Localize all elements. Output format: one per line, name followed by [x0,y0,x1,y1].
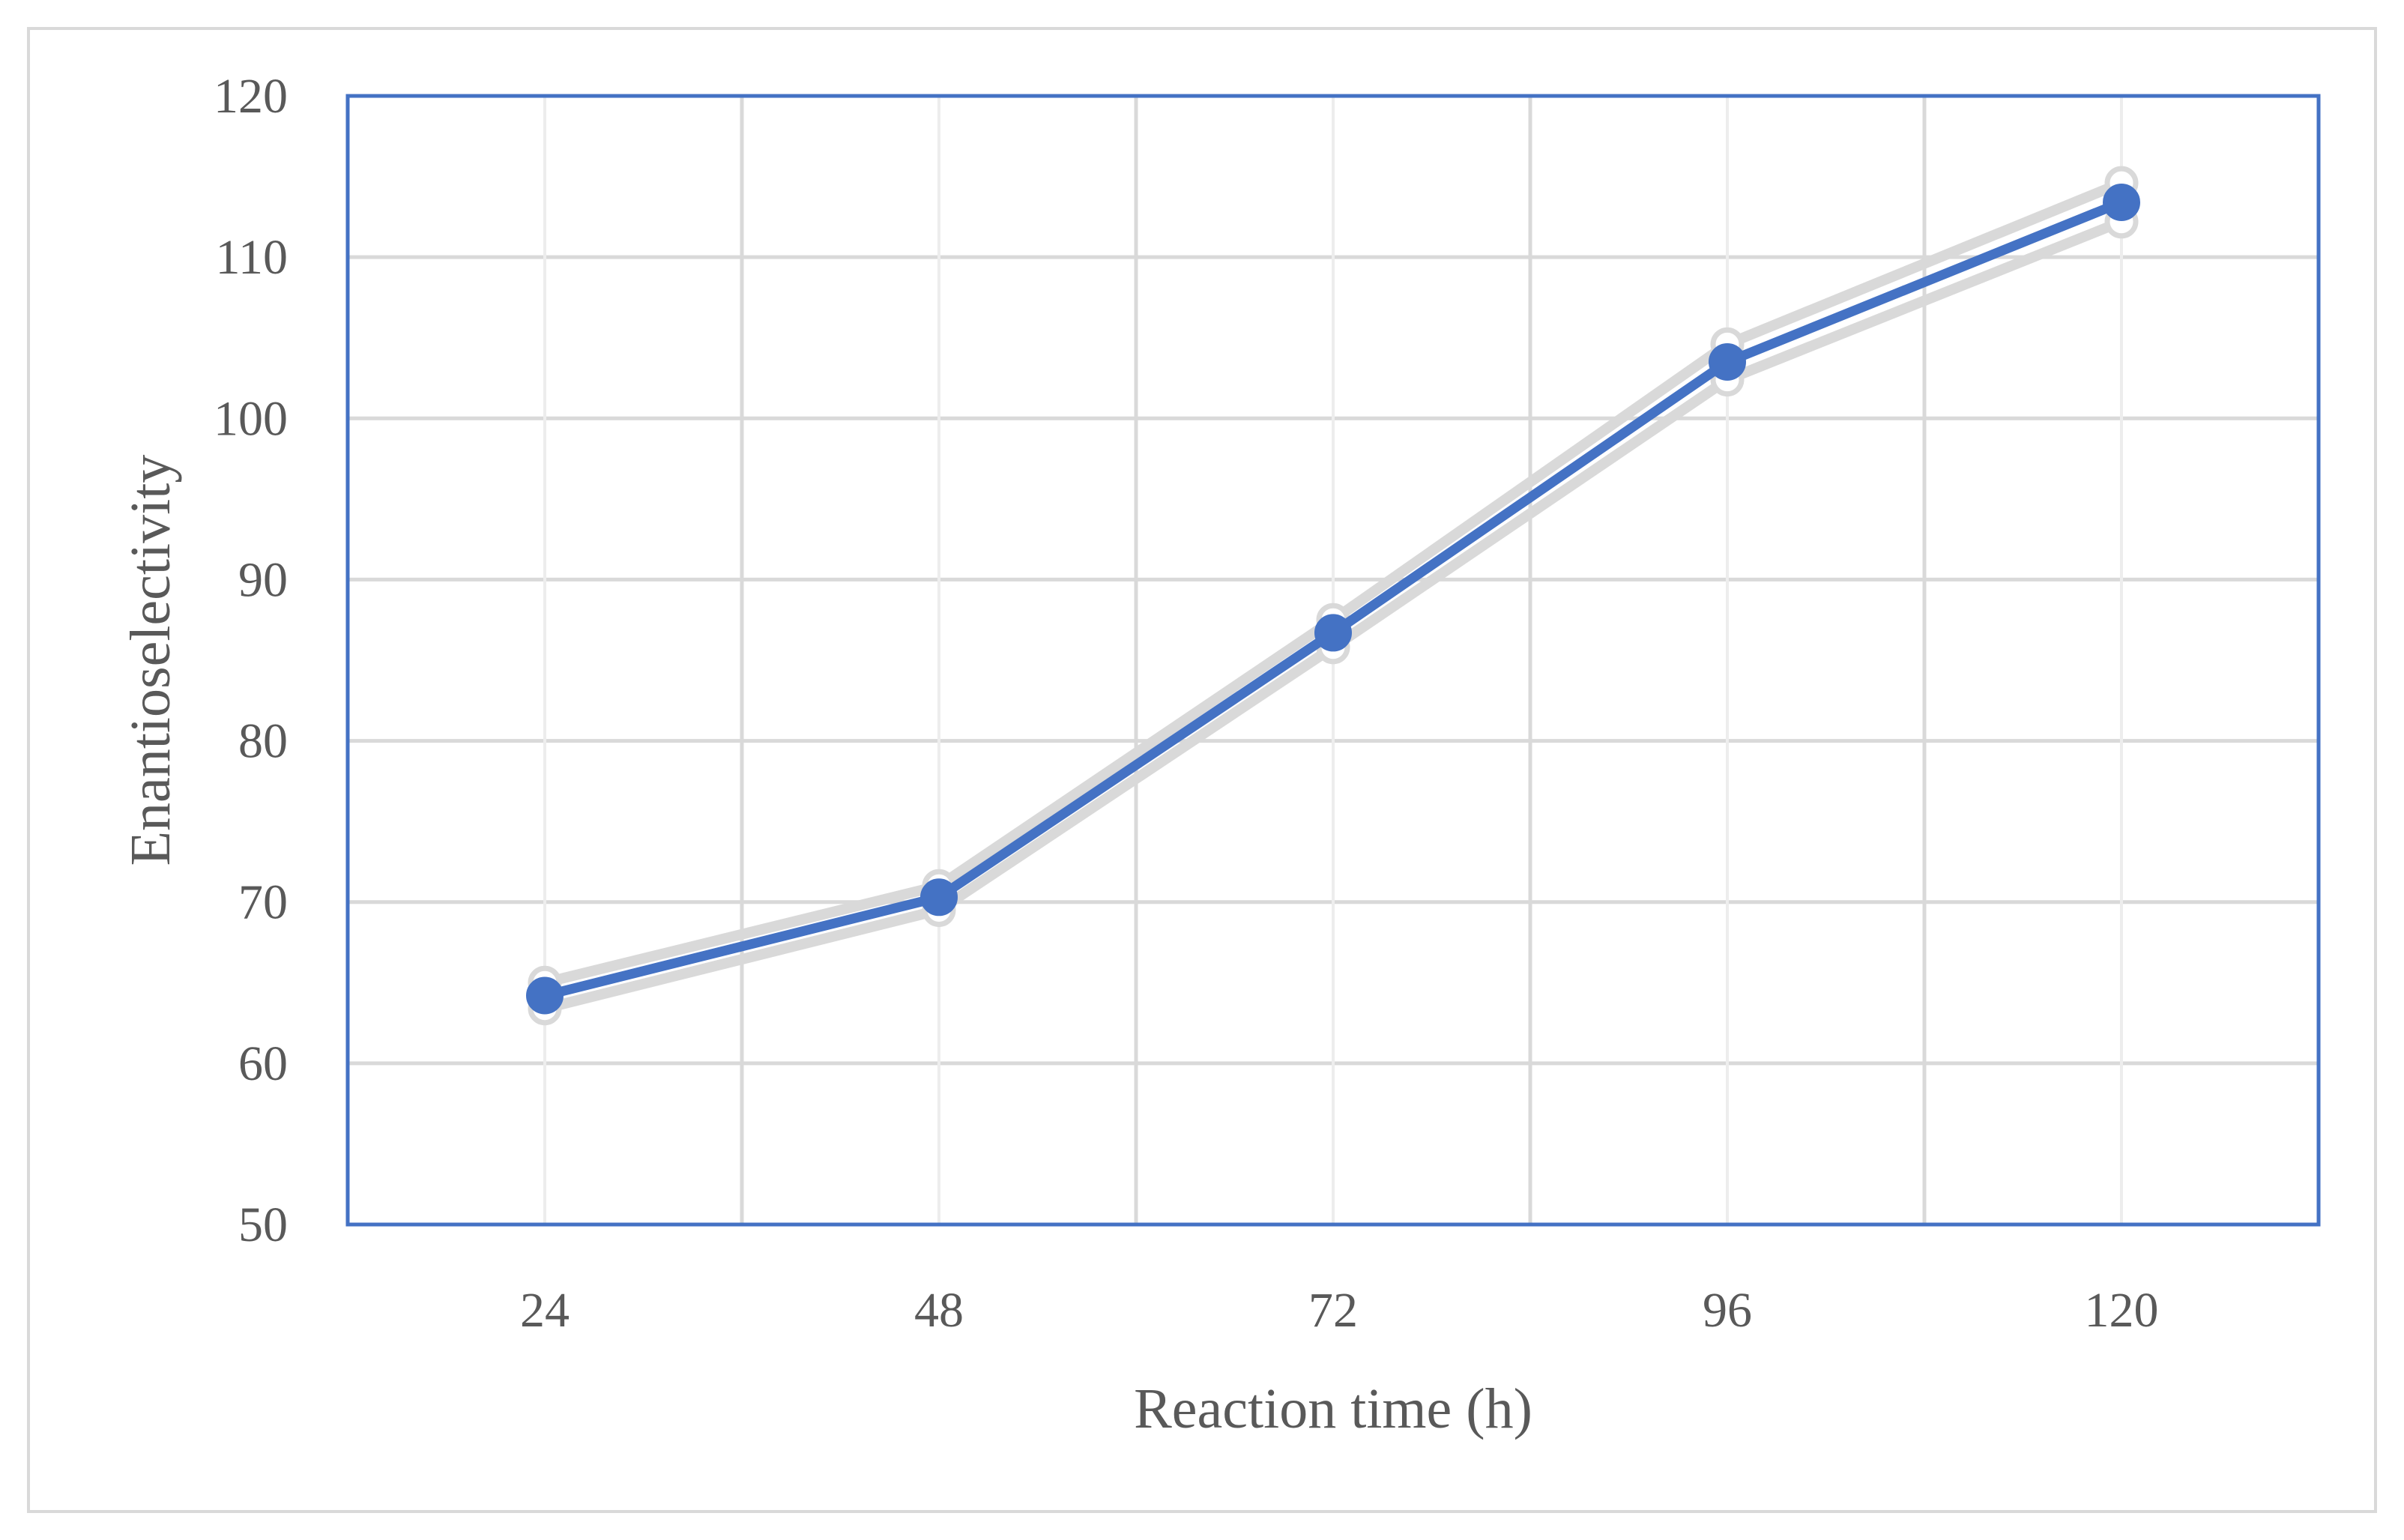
y-tick-label: 100 [214,391,288,446]
y-tick-label: 60 [238,1036,288,1091]
x-tick-label: 48 [914,1283,964,1338]
y-axis-ticks: 50 60 70 80 90 100 110 120 [214,69,288,1252]
plot-area-border [345,94,2321,1227]
x-tick-label: 120 [2085,1283,2159,1338]
x-tick-label: 96 [1703,1283,1752,1338]
x-tick-label: 24 [520,1283,570,1338]
x-axis-title: Reaction time (h) [1134,1377,1532,1440]
series-layer [526,183,2140,1015]
data-point [1314,614,1352,652]
y-axis-title: Enantioselectivity [119,455,182,866]
y-tick-label: 80 [238,714,288,769]
y-tick-label: 120 [214,69,288,124]
x-tick-label: 72 [1308,1283,1358,1338]
data-point [526,976,564,1015]
data-point [920,878,958,917]
data-point [1709,342,1746,381]
x-axis-ticks: 24 48 72 96 120 [520,1283,2159,1338]
y-tick-label: 50 [238,1198,288,1252]
y-tick-label: 70 [238,875,288,930]
y-tick-label: 110 [215,230,288,285]
data-point [2103,183,2140,221]
y-tick-label: 90 [238,552,288,607]
